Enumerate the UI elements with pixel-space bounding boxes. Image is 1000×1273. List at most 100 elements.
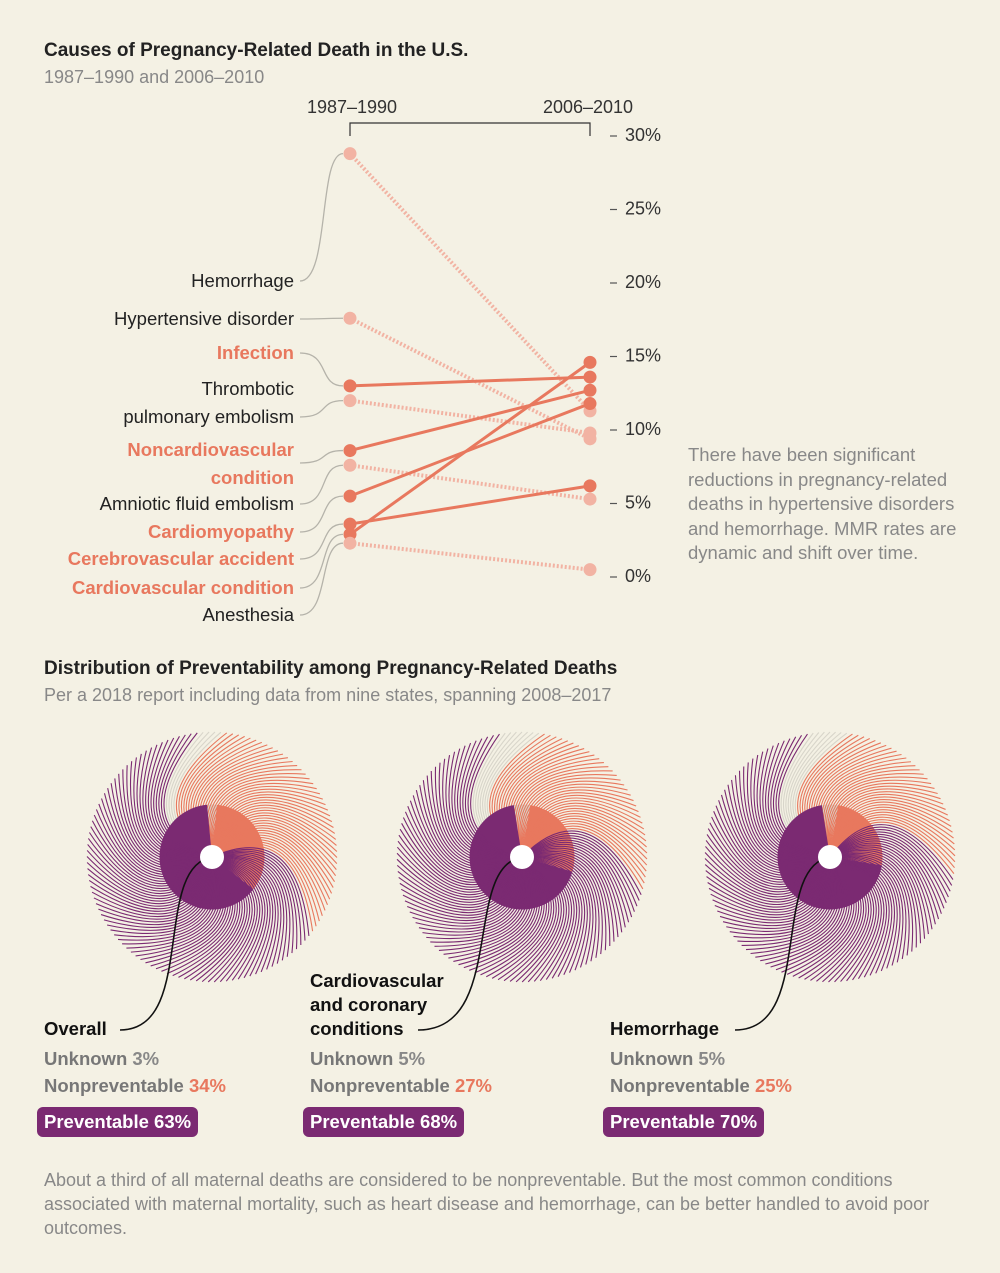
slice-stroke (114, 856, 216, 938)
legend-name: Nonpreventable (610, 1075, 750, 1096)
slice-stroke (211, 832, 331, 900)
slice-stroke (404, 811, 523, 881)
annotation: There have been significant reductions i… (688, 444, 957, 563)
slice-stroke (469, 856, 543, 971)
slice-stroke (708, 856, 831, 913)
point (583, 426, 597, 440)
slice-stroke (451, 748, 523, 858)
slice-stroke (459, 740, 523, 858)
slice-stroke (770, 856, 848, 968)
slice-stroke (118, 773, 213, 866)
slice-stroke (829, 855, 904, 963)
y-tick-label: 25% (625, 198, 661, 218)
slope-line (349, 484, 591, 526)
slice-stroke (521, 856, 578, 979)
slice-stroke (90, 826, 213, 887)
slice-stroke (396, 856, 523, 901)
slice-stroke (521, 854, 600, 958)
slice-stroke (201, 856, 251, 983)
slice-stroke (211, 856, 263, 981)
slice-stroke (704, 852, 831, 898)
slice-stroke (117, 856, 217, 941)
slope-line (349, 541, 591, 572)
slice-stroke (521, 841, 630, 923)
slice-stroke (407, 806, 523, 879)
legend-name: Preventable (310, 1111, 415, 1132)
pie-title: Overall (44, 1018, 107, 1039)
slice-stroke (445, 755, 523, 859)
connector (299, 317, 344, 320)
slice-stroke (126, 856, 220, 949)
slice-stroke (404, 856, 523, 919)
slice-stroke (519, 777, 621, 858)
slice-stroke (211, 856, 276, 973)
slice-stroke (211, 856, 256, 983)
legend-value: 5% (398, 1048, 426, 1069)
slice-stroke (211, 785, 321, 858)
point (583, 370, 597, 384)
slice-stroke (775, 856, 850, 971)
slice-stroke (211, 827, 334, 888)
slice-stroke (738, 770, 831, 865)
slice-stroke (458, 856, 538, 966)
slice-stroke (211, 809, 337, 858)
slice-stroke (122, 856, 218, 945)
slice-stroke (829, 806, 954, 858)
slice-stroke (829, 855, 907, 960)
slice (86, 732, 310, 983)
connector (299, 533, 344, 589)
slice-stroke (521, 802, 645, 858)
slice-stroke (829, 846, 929, 935)
slice-stroke (520, 783, 628, 858)
slice-stroke (760, 856, 844, 962)
slice-stroke (93, 856, 213, 918)
slope-line (349, 388, 591, 453)
slice-stroke (443, 856, 532, 955)
slice-stroke (765, 856, 846, 965)
column-header: 2006–2010 (543, 97, 633, 117)
slice-stroke (521, 856, 567, 983)
slice (797, 733, 956, 874)
slice-stroke (402, 817, 523, 883)
slice-stroke (110, 783, 213, 869)
slice-stroke (733, 856, 834, 939)
slice-stroke (753, 754, 831, 859)
slice-stroke (829, 856, 893, 974)
slice-stroke (709, 822, 831, 885)
slice-stroke (211, 843, 317, 927)
slice-stroke (521, 856, 583, 976)
slice-stroke (418, 856, 524, 933)
slice-stroke (719, 856, 831, 927)
legend-name: Unknown (310, 1048, 394, 1069)
legend-row: Nonpreventable 25% (610, 1075, 792, 1097)
slice-stroke (521, 847, 619, 938)
slice-stroke (163, 732, 213, 858)
slice-stroke (135, 856, 223, 957)
slice-stroke (829, 816, 956, 863)
slice-stroke (211, 847, 310, 937)
slice-stroke (829, 840, 940, 920)
slice-stroke (211, 856, 285, 964)
slice-stroke (136, 753, 213, 859)
slice-stroke (704, 856, 831, 900)
slope-line (349, 375, 591, 388)
slice-stroke (211, 855, 288, 961)
slice-stroke (87, 856, 213, 907)
slice-stroke (470, 733, 523, 858)
slice-stroke (746, 762, 831, 862)
slice-stroke (822, 856, 870, 983)
slice-stroke (211, 850, 302, 945)
slice-stroke (829, 793, 946, 858)
slice-stroke (210, 782, 317, 858)
slice-stroke (103, 856, 213, 928)
slice-stroke (829, 848, 926, 939)
slice-stroke (773, 736, 831, 858)
slice-stroke (397, 840, 523, 893)
slice-stroke (705, 846, 831, 895)
slice-stroke (826, 776, 928, 858)
slice-stroke (521, 849, 615, 942)
slice-stroke (521, 810, 647, 858)
slice-stroke (521, 818, 648, 866)
slice-stroke (770, 738, 831, 858)
